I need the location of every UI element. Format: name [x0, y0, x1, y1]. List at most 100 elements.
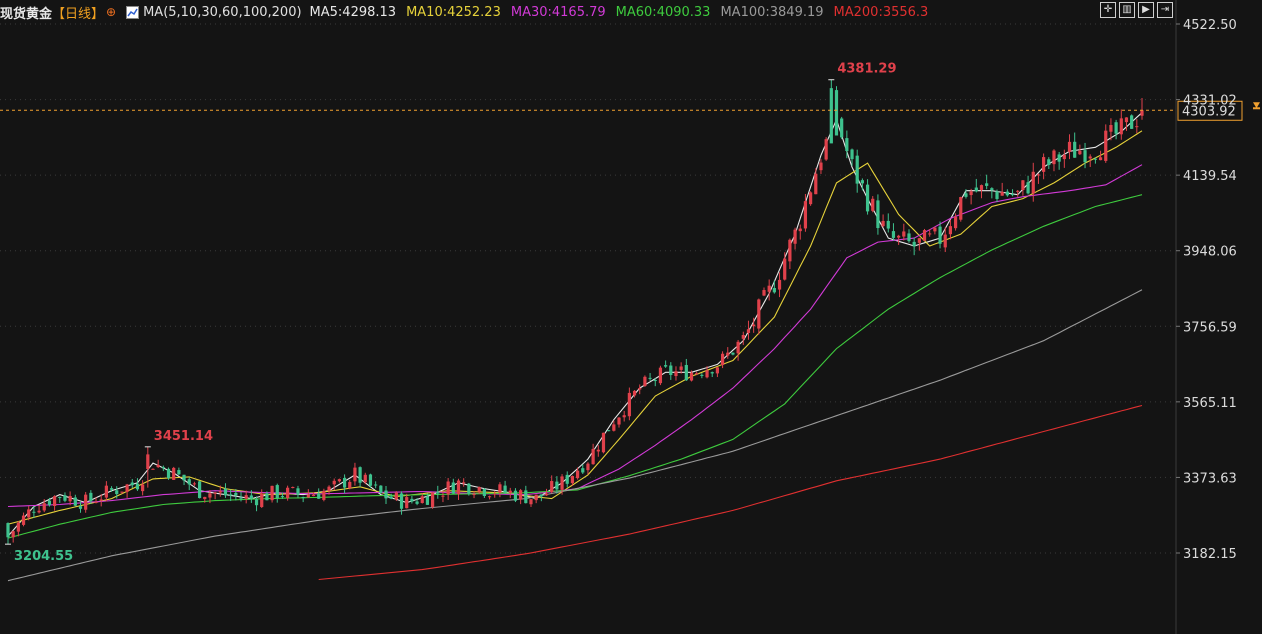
- candle-body: [446, 481, 450, 495]
- candle-body: [410, 498, 414, 502]
- candle-body: [741, 335, 745, 339]
- candle-body: [1098, 157, 1103, 161]
- candle-body: [871, 198, 875, 211]
- candle-body: [964, 193, 968, 197]
- candle-body: [508, 490, 512, 493]
- candle-body: [472, 494, 476, 496]
- candle-body: [109, 488, 114, 490]
- candle-body: [306, 494, 310, 498]
- candle-body: [793, 229, 797, 244]
- candle-body: [513, 490, 518, 501]
- y-tick-label: 3373.63: [1183, 471, 1237, 486]
- period-label[interactable]: 【日线】: [52, 6, 105, 22]
- candle-body: [451, 482, 455, 494]
- ma-line-ma5: [7, 112, 1143, 537]
- current-price-line: 4303.92: [0, 100, 1260, 121]
- candle-body: [943, 234, 947, 248]
- ma-value-0: MA5:4298.13: [309, 4, 397, 20]
- ma-value-4: MA100:3849.19: [720, 4, 824, 20]
- candle-body: [260, 493, 264, 507]
- candle-body: [223, 488, 228, 496]
- y-axis: 4522.50 4331.02 4139.54 3948.06 3756.59 3565.…: [1176, 18, 1237, 562]
- candle-body: [389, 496, 393, 499]
- candle-body: [581, 468, 585, 473]
- candle-body: [192, 483, 197, 485]
- ma-value-5: MA200:3556.3: [833, 4, 929, 20]
- price-annotations: 4381.29 3451.14 3204.55: [5, 62, 897, 564]
- candle-body: [332, 480, 336, 485]
- crosshair-icon[interactable]: ⊕: [106, 5, 117, 19]
- candle-body: [700, 374, 704, 376]
- candle-body: [1021, 180, 1025, 191]
- candle-body: [757, 299, 761, 329]
- candle-body: [1067, 141, 1072, 152]
- candle-body: [482, 488, 486, 496]
- annotation-high-label: 3451.14: [154, 429, 213, 444]
- candle-body: [860, 180, 864, 184]
- candle-body: [658, 367, 663, 384]
- current-price-box: [1177, 100, 1243, 121]
- candle-body: [130, 482, 134, 486]
- candle-body: [622, 415, 626, 418]
- candle-body: [456, 480, 461, 495]
- candle-body: [855, 155, 859, 184]
- candle-body: [881, 220, 885, 227]
- play-icon[interactable]: ▶: [1138, 2, 1154, 18]
- candle-body: [938, 226, 942, 244]
- candle-body: [208, 493, 212, 498]
- candle-body: [27, 509, 31, 518]
- ma-indicator-icon[interactable]: [126, 5, 140, 19]
- chart-type-icon[interactable]: ▥: [1119, 2, 1135, 18]
- candle-body: [487, 496, 492, 498]
- candle-body: [767, 285, 771, 292]
- candle-body: [969, 191, 973, 196]
- candle-body: [301, 496, 305, 498]
- next-icon[interactable]: ⇥: [1157, 2, 1173, 18]
- candle-body: [752, 324, 756, 327]
- candle-body: [275, 485, 279, 499]
- candle-body: [6, 523, 10, 538]
- candle-body: [32, 511, 36, 513]
- candle-body: [415, 501, 419, 504]
- candle-body: [146, 454, 150, 469]
- price-marker-bar: [1253, 107, 1260, 110]
- candle-body: [337, 479, 342, 482]
- candle-body: [405, 497, 409, 509]
- candle-body: [270, 485, 274, 501]
- candle-body: [948, 226, 953, 235]
- candle-body: [229, 494, 233, 496]
- candle-body: [648, 377, 652, 379]
- candle-body: [203, 496, 207, 500]
- candle-body: [1083, 150, 1087, 163]
- candle-body: [772, 288, 776, 293]
- candle-body: [1005, 191, 1009, 196]
- candle-body: [353, 467, 357, 482]
- ma-line-ma100: [7, 289, 1143, 582]
- candle-body: [1026, 182, 1030, 194]
- candle-body: [104, 485, 108, 498]
- candle-body: [840, 118, 844, 138]
- candle-body: [544, 493, 549, 496]
- candle-body: [736, 341, 740, 354]
- candle-body: [664, 365, 668, 367]
- candle-body: [710, 372, 714, 374]
- candle-body: [705, 370, 709, 378]
- candle-body: [679, 366, 683, 370]
- candle-body: [1052, 150, 1056, 165]
- candle-body: [156, 464, 160, 468]
- candle-body: [441, 495, 445, 497]
- candle-body: [1078, 150, 1082, 155]
- candle-body: [1124, 117, 1129, 123]
- expand-icon[interactable]: ✛: [1100, 2, 1116, 18]
- candle-body: [995, 191, 999, 199]
- candle-body: [172, 467, 176, 480]
- candle-body: [886, 220, 890, 229]
- candle-body: [47, 500, 52, 506]
- moving-averages: [7, 112, 1143, 582]
- candle-body: [912, 241, 916, 247]
- candle-body: [342, 477, 347, 488]
- candle-body: [834, 90, 839, 136]
- candle-body: [985, 183, 989, 186]
- candle-body: [99, 499, 103, 501]
